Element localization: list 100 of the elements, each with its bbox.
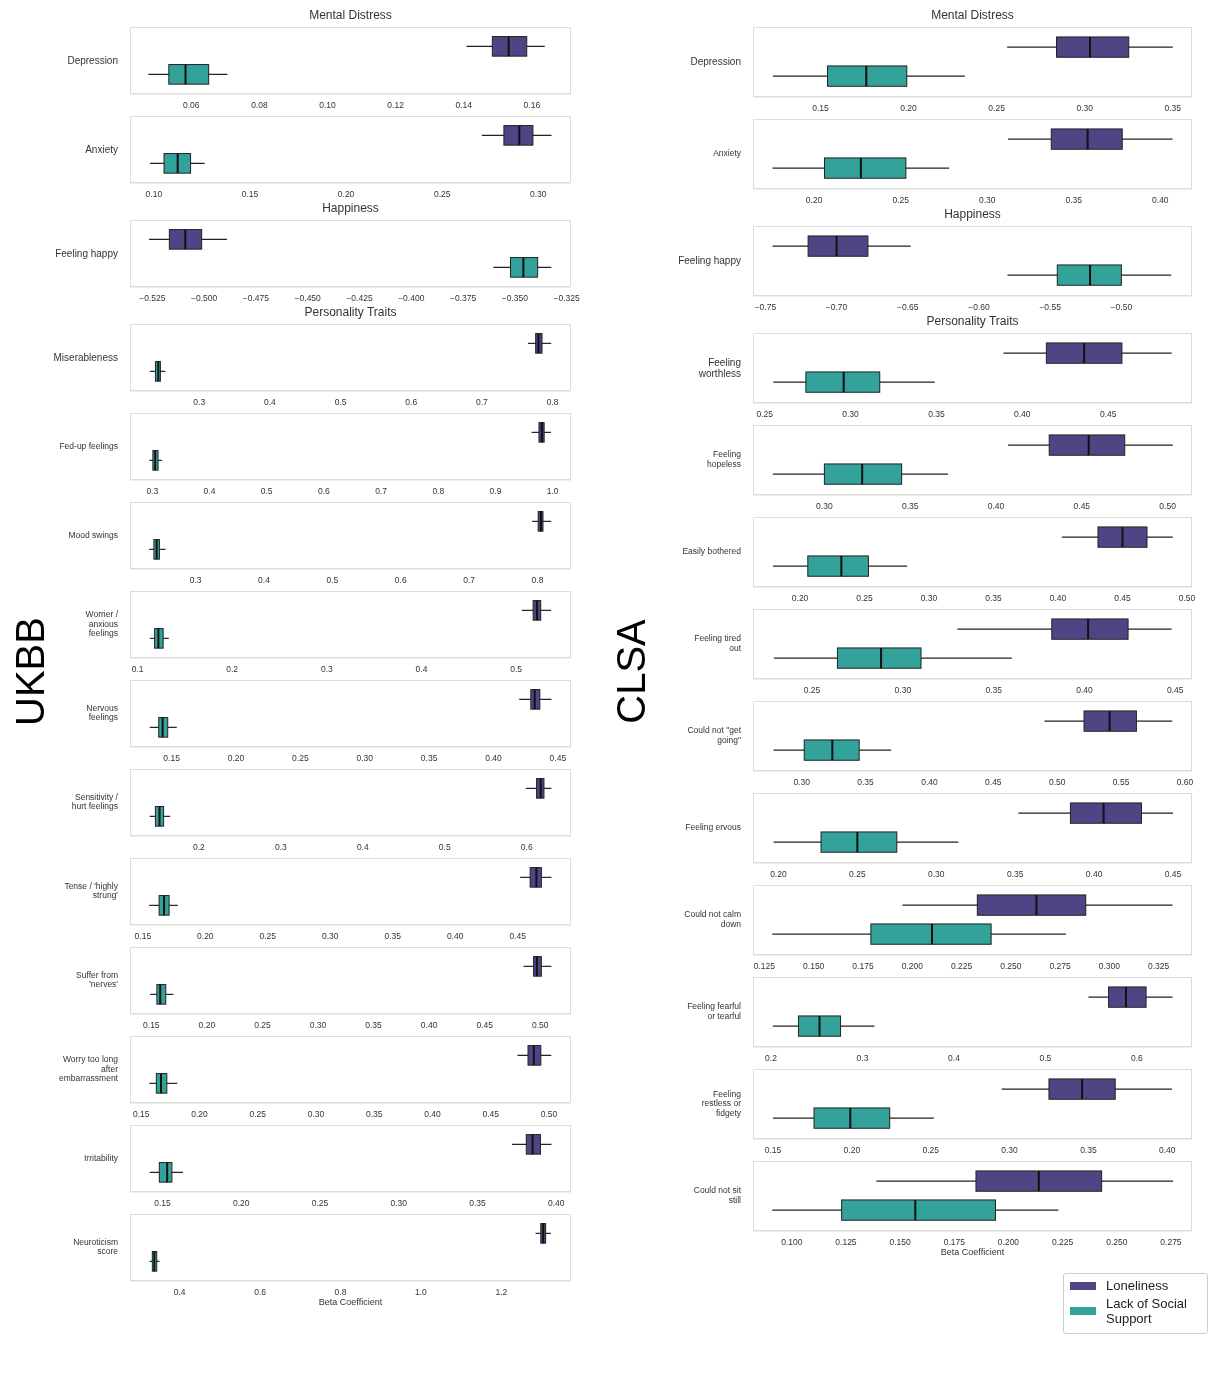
x-tick-label: 0.175 xyxy=(852,961,874,972)
x-tick-label: 0.45 xyxy=(1073,501,1091,512)
x-tick-label: 0.55 xyxy=(1112,777,1130,788)
x-tick-label: 0.30 xyxy=(894,685,912,696)
x-tick-label: 0.25 xyxy=(922,1145,940,1156)
text: UKBB xyxy=(7,616,53,726)
legend-label: Lack of Social Support xyxy=(1106,1296,1188,1326)
y-tick-label: Depression xyxy=(67,54,118,66)
legend-label: Loneliness xyxy=(1106,1278,1170,1293)
y-tick-label: Feeling fearful or tearful xyxy=(687,1001,742,1021)
x-tick-label: 0.1 xyxy=(131,664,144,675)
y-tick-label: Easily bothered xyxy=(682,546,742,557)
y-tick-label: Neuroticism score xyxy=(73,1237,119,1257)
x-tick-label: 0.6 xyxy=(520,842,533,853)
x-tick-label: 0.20 xyxy=(770,869,787,880)
x-tick-label: 0.150 xyxy=(803,961,825,972)
x-tick-label: 0.40 xyxy=(1014,409,1031,420)
x-tick-label: 0.25 xyxy=(433,189,451,200)
x-tick-label: 0.150 xyxy=(889,1237,912,1248)
x-tick-label: 0.20 xyxy=(900,103,918,114)
x-tick-label: 0.125 xyxy=(835,1237,857,1248)
x-tick-label: 0.20 xyxy=(198,1020,216,1031)
x-tick-label: 0.50 xyxy=(531,1020,549,1031)
x-tick-label: 0.40 xyxy=(1085,869,1103,880)
x-tick-label: 0.30 xyxy=(842,409,860,420)
x-tick-label: 0.15 xyxy=(134,931,152,942)
x-tick-label: 0.30 xyxy=(793,777,811,788)
x-tick-label: 0.35 xyxy=(365,1109,383,1120)
x-tick-label: 0.5 xyxy=(334,397,347,408)
x-tick-label: −0.50 xyxy=(1110,302,1133,313)
y-tick-label: Sensitivity / hurt feelings xyxy=(71,792,119,812)
x-tick-label: 0.45 xyxy=(1114,593,1132,604)
y-tick-label: Nervous feelings xyxy=(86,703,118,723)
x-tick-label: 0.50 xyxy=(1048,777,1066,788)
x-tick-label: −0.60 xyxy=(968,302,990,313)
y-tick-label: Feeling worthless xyxy=(697,356,741,379)
x-tick-label: 0.50 xyxy=(1178,593,1196,604)
x-tick-label: 0.45 xyxy=(1164,869,1182,880)
x-tick-label: 0.300 xyxy=(1098,961,1121,972)
x-tick-label: 0.30 xyxy=(816,501,833,512)
y-tick-label: Feeling happy xyxy=(55,247,118,259)
x-tick-label: 0.45 xyxy=(549,753,567,764)
x-tick-label: 0.20 xyxy=(232,1198,250,1209)
x-tick-label: 0.40 xyxy=(547,1198,565,1209)
x-tick-label: 0.10 xyxy=(319,100,337,111)
x-tick-label: 0.45 xyxy=(509,931,527,942)
x-tick-label: 0.20 xyxy=(805,195,823,206)
x-tick-label: 0.35 xyxy=(1080,1145,1097,1156)
x-tick-label: 0.20 xyxy=(843,1145,861,1156)
x-tick-label: 0.40 xyxy=(1049,593,1067,604)
y-tick-label: Worrier / anxious feelings xyxy=(85,609,119,639)
x-tick-label: 0.15 xyxy=(241,189,259,200)
x-tick-label: 0.225 xyxy=(950,961,973,972)
chart-title: Happiness xyxy=(943,207,1002,222)
x-tick-label: 0.3 xyxy=(274,842,287,853)
x-tick-label: 0.4 xyxy=(173,1287,186,1298)
x-tick-label: 0.8 xyxy=(531,575,544,586)
x-tick-label: 0.30 xyxy=(530,189,547,200)
x-tick-label: 0.06 xyxy=(183,100,200,111)
y-tick-label: Could not calm down xyxy=(684,909,742,929)
x-tick-label: 0.15 xyxy=(764,1145,782,1156)
x-tick-label: 0.25 xyxy=(254,1020,271,1031)
y-tick-label: Could not sit still xyxy=(693,1185,742,1205)
x-tick-label: 0.3 xyxy=(189,575,202,586)
x-tick-label: 0.5 xyxy=(326,575,339,586)
y-tick-label: Feeling restless or fidgety xyxy=(701,1088,742,1118)
x-tick-label: 0.35 xyxy=(901,501,919,512)
x-tick-label: 0.25 xyxy=(259,931,277,942)
x-tick-label: 0.4 xyxy=(415,664,428,675)
x-tick-label: 0.40 xyxy=(1152,195,1169,206)
x-tick-label: 0.6 xyxy=(394,575,407,586)
x-tick-label: 0.30 xyxy=(321,931,339,942)
x-tick-label: 0.14 xyxy=(455,100,473,111)
x-tick-label: 0.7 xyxy=(463,575,476,586)
x-tick-label: 0.35 xyxy=(469,1198,486,1209)
chart-title: Personality Traits xyxy=(303,305,398,320)
x-tick-label: 0.40 xyxy=(446,931,464,942)
x-tick-label: 0.30 xyxy=(390,1198,408,1209)
x-tick-label: 0.30 xyxy=(1001,1145,1019,1156)
x-tick-label: 0.10 xyxy=(145,189,163,200)
x-tick-label: 0.8 xyxy=(334,1287,347,1298)
x-tick-label: 0.3 xyxy=(193,397,206,408)
x-tick-label: 0.100 xyxy=(781,1237,803,1248)
x-tick-label: 0.3 xyxy=(856,1053,869,1064)
x-tick-label: 0.15 xyxy=(143,1020,160,1031)
x-tick-label: 0.40 xyxy=(987,501,1005,512)
x-axis-title: Beta Coefficient xyxy=(939,1247,1006,1257)
x-tick-label: 0.6 xyxy=(1131,1053,1144,1064)
x-tick-label: 0.9 xyxy=(489,486,502,497)
x-tick-label: 1.2 xyxy=(495,1287,508,1298)
x-tick-label: 0.8 xyxy=(432,486,445,497)
x-tick-label: 0.15 xyxy=(163,753,181,764)
x-tick-label: 0.35 xyxy=(928,409,945,420)
chart-title: Happiness xyxy=(321,201,380,216)
x-tick-label: 0.20 xyxy=(191,1109,208,1120)
x-tick-label: 0.35 xyxy=(1164,103,1182,114)
x-tick-label: −0.400 xyxy=(398,293,425,304)
x-tick-label: 0.16 xyxy=(523,100,541,111)
x-tick-label: 0.50 xyxy=(1159,501,1177,512)
y-tick-label: Mood swings xyxy=(68,529,118,540)
